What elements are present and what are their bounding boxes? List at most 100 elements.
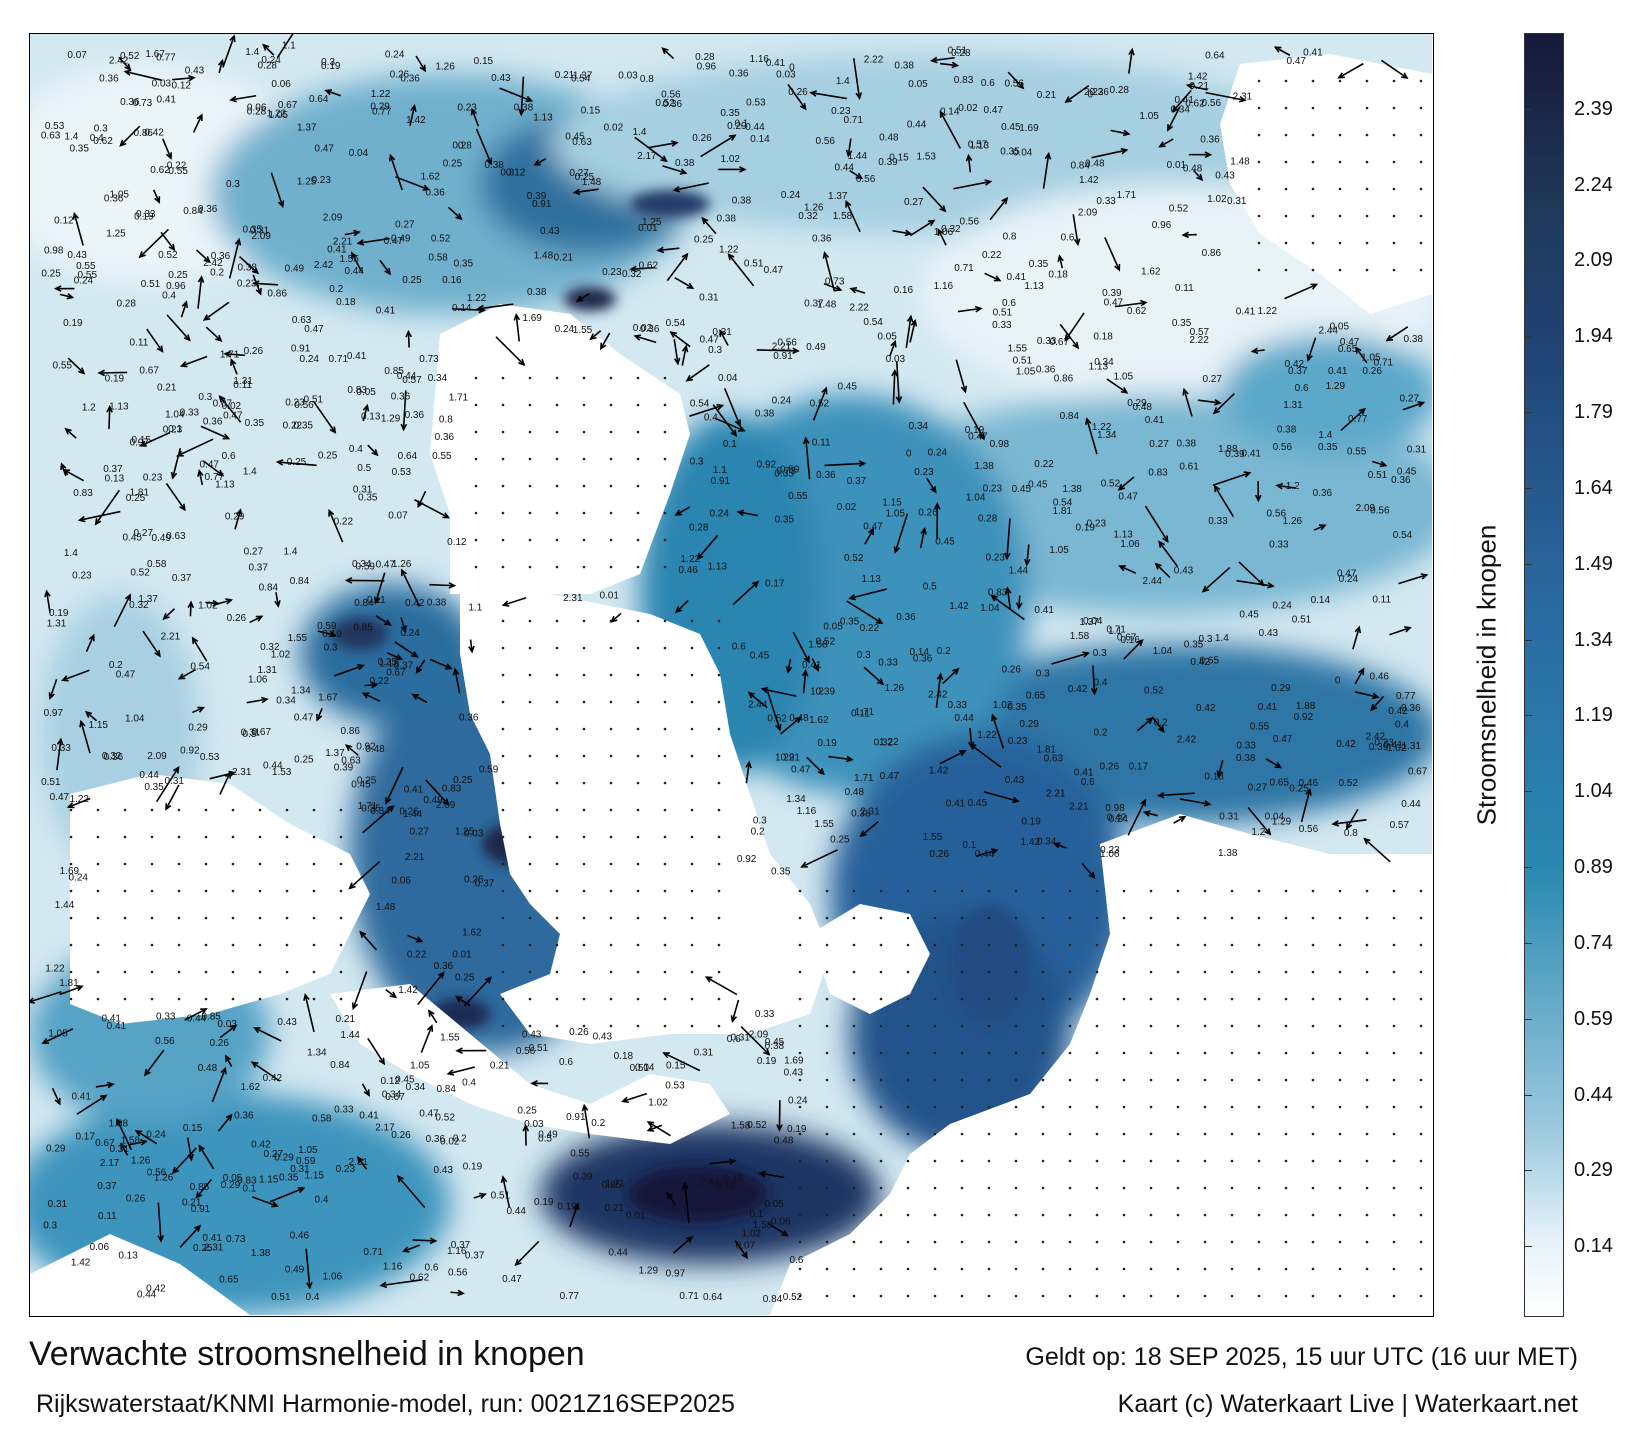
- current-arrow: [983, 790, 1020, 804]
- current-arrow: [1236, 579, 1275, 589]
- colorbar-tick-mark: [1524, 867, 1532, 869]
- grid-dot: [663, 484, 667, 488]
- speed-value-label: 0.55: [432, 451, 452, 462]
- speed-value-label: 0.25: [357, 775, 377, 786]
- grid-dot: [150, 862, 154, 866]
- speed-value-label: 0.12: [716, 1180, 736, 1191]
- land-central-island: [810, 904, 930, 1014]
- speed-value-label: 0.23: [602, 267, 622, 278]
- speed-value-label: 0.21: [605, 1203, 625, 1214]
- grid-dot: [1365, 1078, 1369, 1082]
- grid-dot: [528, 619, 532, 623]
- grid-dot: [1095, 1132, 1099, 1136]
- grid-dot: [1176, 997, 1180, 1001]
- speed-value-label: 0.41: [766, 58, 786, 69]
- speed-value-label: 0.15: [581, 106, 601, 117]
- current-arrow: [118, 56, 132, 71]
- map-frame[interactable]: 0.02 0.55 0.06 0.48 0.47 0.22 0.62 1.26 0.23 0.51…: [29, 33, 1434, 1317]
- current-arrow: [905, 314, 914, 349]
- speed-value-label: 0.56: [294, 400, 314, 411]
- grid-dot: [609, 646, 613, 650]
- grid-dot: [690, 835, 694, 839]
- grid-dot: [285, 970, 289, 974]
- grid-dot: [150, 970, 154, 974]
- speed-value-label: 0: [1335, 675, 1341, 686]
- grid-dot: [1419, 79, 1423, 83]
- grid-dot: [960, 997, 964, 1001]
- speed-value-label: 0.25: [455, 972, 475, 983]
- grid-dot: [231, 889, 235, 893]
- speed-value-label: 1.58: [1070, 631, 1090, 642]
- speed-value-label: 0.63: [341, 755, 361, 766]
- current-arrow: [400, 390, 408, 432]
- grid-dot: [285, 916, 289, 920]
- current-arrow: [1144, 505, 1169, 543]
- grid-dot: [1338, 1186, 1342, 1190]
- current-arrow: [455, 1047, 487, 1055]
- speed-value-label: 1.37: [138, 594, 158, 605]
- current-arrow: [801, 668, 809, 694]
- speed-value-label: 1.1: [1108, 626, 1122, 637]
- speed-value-label: 0.55: [76, 261, 96, 272]
- grid-dot: [798, 970, 802, 974]
- speed-value-label: 0.38: [1277, 424, 1297, 435]
- speed-value-label: 1.13: [861, 574, 881, 585]
- current-speed-map[interactable]: 0.020.550.060.480.470.220.621.260.230.51…: [30, 34, 1432, 1315]
- speed-value-label: 1.55: [814, 819, 834, 830]
- speed-value-label: 0.05: [908, 79, 928, 90]
- grid-dot: [636, 754, 640, 758]
- grid-dot: [636, 484, 640, 488]
- grid-dot: [1257, 241, 1261, 245]
- speed-value-label: 0.54: [190, 662, 210, 673]
- grid-dot: [1149, 943, 1153, 947]
- grid-dot: [1419, 268, 1423, 272]
- current-arrow: [1185, 83, 1208, 91]
- grid-dot: [1284, 1267, 1288, 1271]
- speed-value-label: 0.28: [1109, 85, 1129, 96]
- speed-value-label: 0.52: [1144, 686, 1164, 697]
- speed-value-label: 0.92: [356, 741, 376, 752]
- grid-dot: [1419, 187, 1423, 191]
- current-arrow: [685, 364, 710, 382]
- speed-value-label: 0.51: [529, 1043, 549, 1054]
- grid-dot: [1068, 889, 1072, 893]
- speed-value-label: 0.36: [120, 97, 140, 108]
- speed-value-label: 0.35: [358, 493, 378, 504]
- speed-value-label: 0.27: [904, 197, 924, 208]
- current-arrow: [1024, 544, 1031, 567]
- speed-value-label: 0.58: [312, 1113, 332, 1124]
- current-arrow: [344, 229, 361, 237]
- speed-value-label: 0.36: [435, 432, 455, 443]
- grid-dot: [1338, 1024, 1342, 1028]
- speed-value-label: 0.34: [1094, 357, 1114, 368]
- grid-dot: [501, 970, 505, 974]
- speed-value-label: 0.4: [306, 1292, 320, 1303]
- speed-value-label: 0.67: [386, 668, 406, 679]
- speed-value-label: 0.44: [137, 1289, 157, 1300]
- grid-dot: [690, 727, 694, 731]
- current-arrow: [666, 252, 689, 282]
- speed-value-label: 0: [1088, 90, 1094, 101]
- speed-value-label: 1.58: [731, 1121, 751, 1132]
- speed-value-label: 0.52: [1338, 778, 1358, 789]
- speed-value-label: 1.48: [582, 177, 602, 188]
- speed-value-label: 0.25: [443, 159, 463, 170]
- grid-dot: [231, 997, 235, 1001]
- grid-dot: [1068, 1213, 1072, 1217]
- speed-value-label: 1.1: [713, 465, 727, 476]
- current-arrow: [316, 708, 323, 722]
- speed-value-label: 2.31: [232, 767, 252, 778]
- current-arrow: [1059, 323, 1080, 350]
- speed-value-label: 0.56: [1273, 442, 1293, 453]
- speed-value-label: 0.59: [780, 464, 800, 475]
- speed-value-label: 0.4: [315, 1195, 329, 1206]
- grid-dot: [501, 754, 505, 758]
- speed-value-label: 0.6: [1081, 777, 1095, 788]
- grid-dot: [1365, 1240, 1369, 1244]
- speed-value-label: 0.07: [388, 511, 408, 522]
- speed-value-label: 0.36: [405, 410, 425, 421]
- grid-dot: [933, 1078, 937, 1082]
- current-arrow: [740, 1025, 771, 1056]
- grid-dot: [717, 997, 721, 1001]
- speed-value-label: 0.33: [136, 209, 156, 220]
